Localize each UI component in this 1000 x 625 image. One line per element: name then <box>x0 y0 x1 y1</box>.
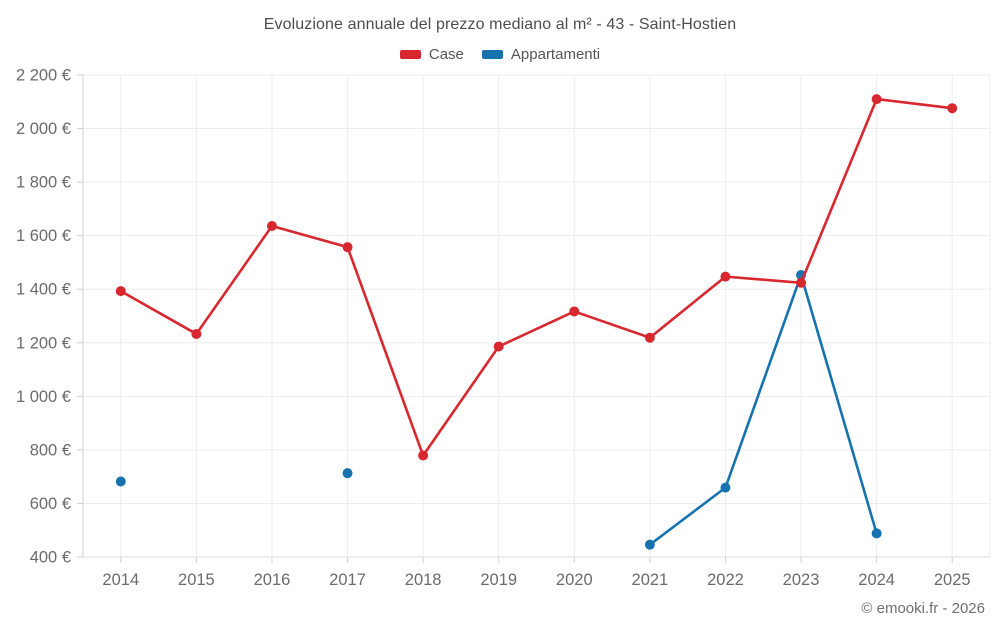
svg-text:2018: 2018 <box>405 571 442 589</box>
legend-label-appartamenti: Appartamenti <box>510 46 601 63</box>
svg-text:1 200 €: 1 200 € <box>16 334 71 352</box>
svg-text:2022: 2022 <box>707 571 744 589</box>
chart-title: Evoluzione annuale del prezzo mediano al… <box>263 16 737 33</box>
svg-text:2023: 2023 <box>783 571 820 589</box>
svg-text:2019: 2019 <box>480 571 517 589</box>
svg-text:1 600 €: 1 600 € <box>16 227 71 245</box>
case-color-swatch <box>399 50 421 59</box>
svg-text:2016: 2016 <box>254 571 291 589</box>
svg-text:2 200 €: 2 200 € <box>16 67 71 85</box>
svg-text:800 €: 800 € <box>30 441 71 459</box>
svg-text:2017: 2017 <box>329 571 366 589</box>
appartamenti-color-swatch <box>481 50 503 59</box>
legend-label-case: Case <box>428 46 464 63</box>
svg-text:2025: 2025 <box>934 571 971 589</box>
svg-text:400 €: 400 € <box>30 549 71 567</box>
svg-text:1 400 €: 1 400 € <box>16 281 71 299</box>
legend-item-case: Case <box>399 46 464 63</box>
svg-text:2014: 2014 <box>102 571 139 589</box>
legend-item-appartamenti: Appartamenti <box>481 46 601 63</box>
svg-text:2024: 2024 <box>858 571 895 589</box>
svg-text:1 000 €: 1 000 € <box>16 388 71 406</box>
svg-text:2020: 2020 <box>556 571 593 589</box>
svg-text:1 800 €: 1 800 € <box>16 174 71 192</box>
svg-text:600 €: 600 € <box>30 495 71 513</box>
chart-legend: Case Appartamenti <box>0 46 1000 63</box>
svg-text:2015: 2015 <box>178 571 215 589</box>
svg-text:2 000 €: 2 000 € <box>16 120 71 138</box>
svg-text:2021: 2021 <box>632 571 669 589</box>
copyright-text: © emooki.fr - 2026 <box>861 600 985 617</box>
